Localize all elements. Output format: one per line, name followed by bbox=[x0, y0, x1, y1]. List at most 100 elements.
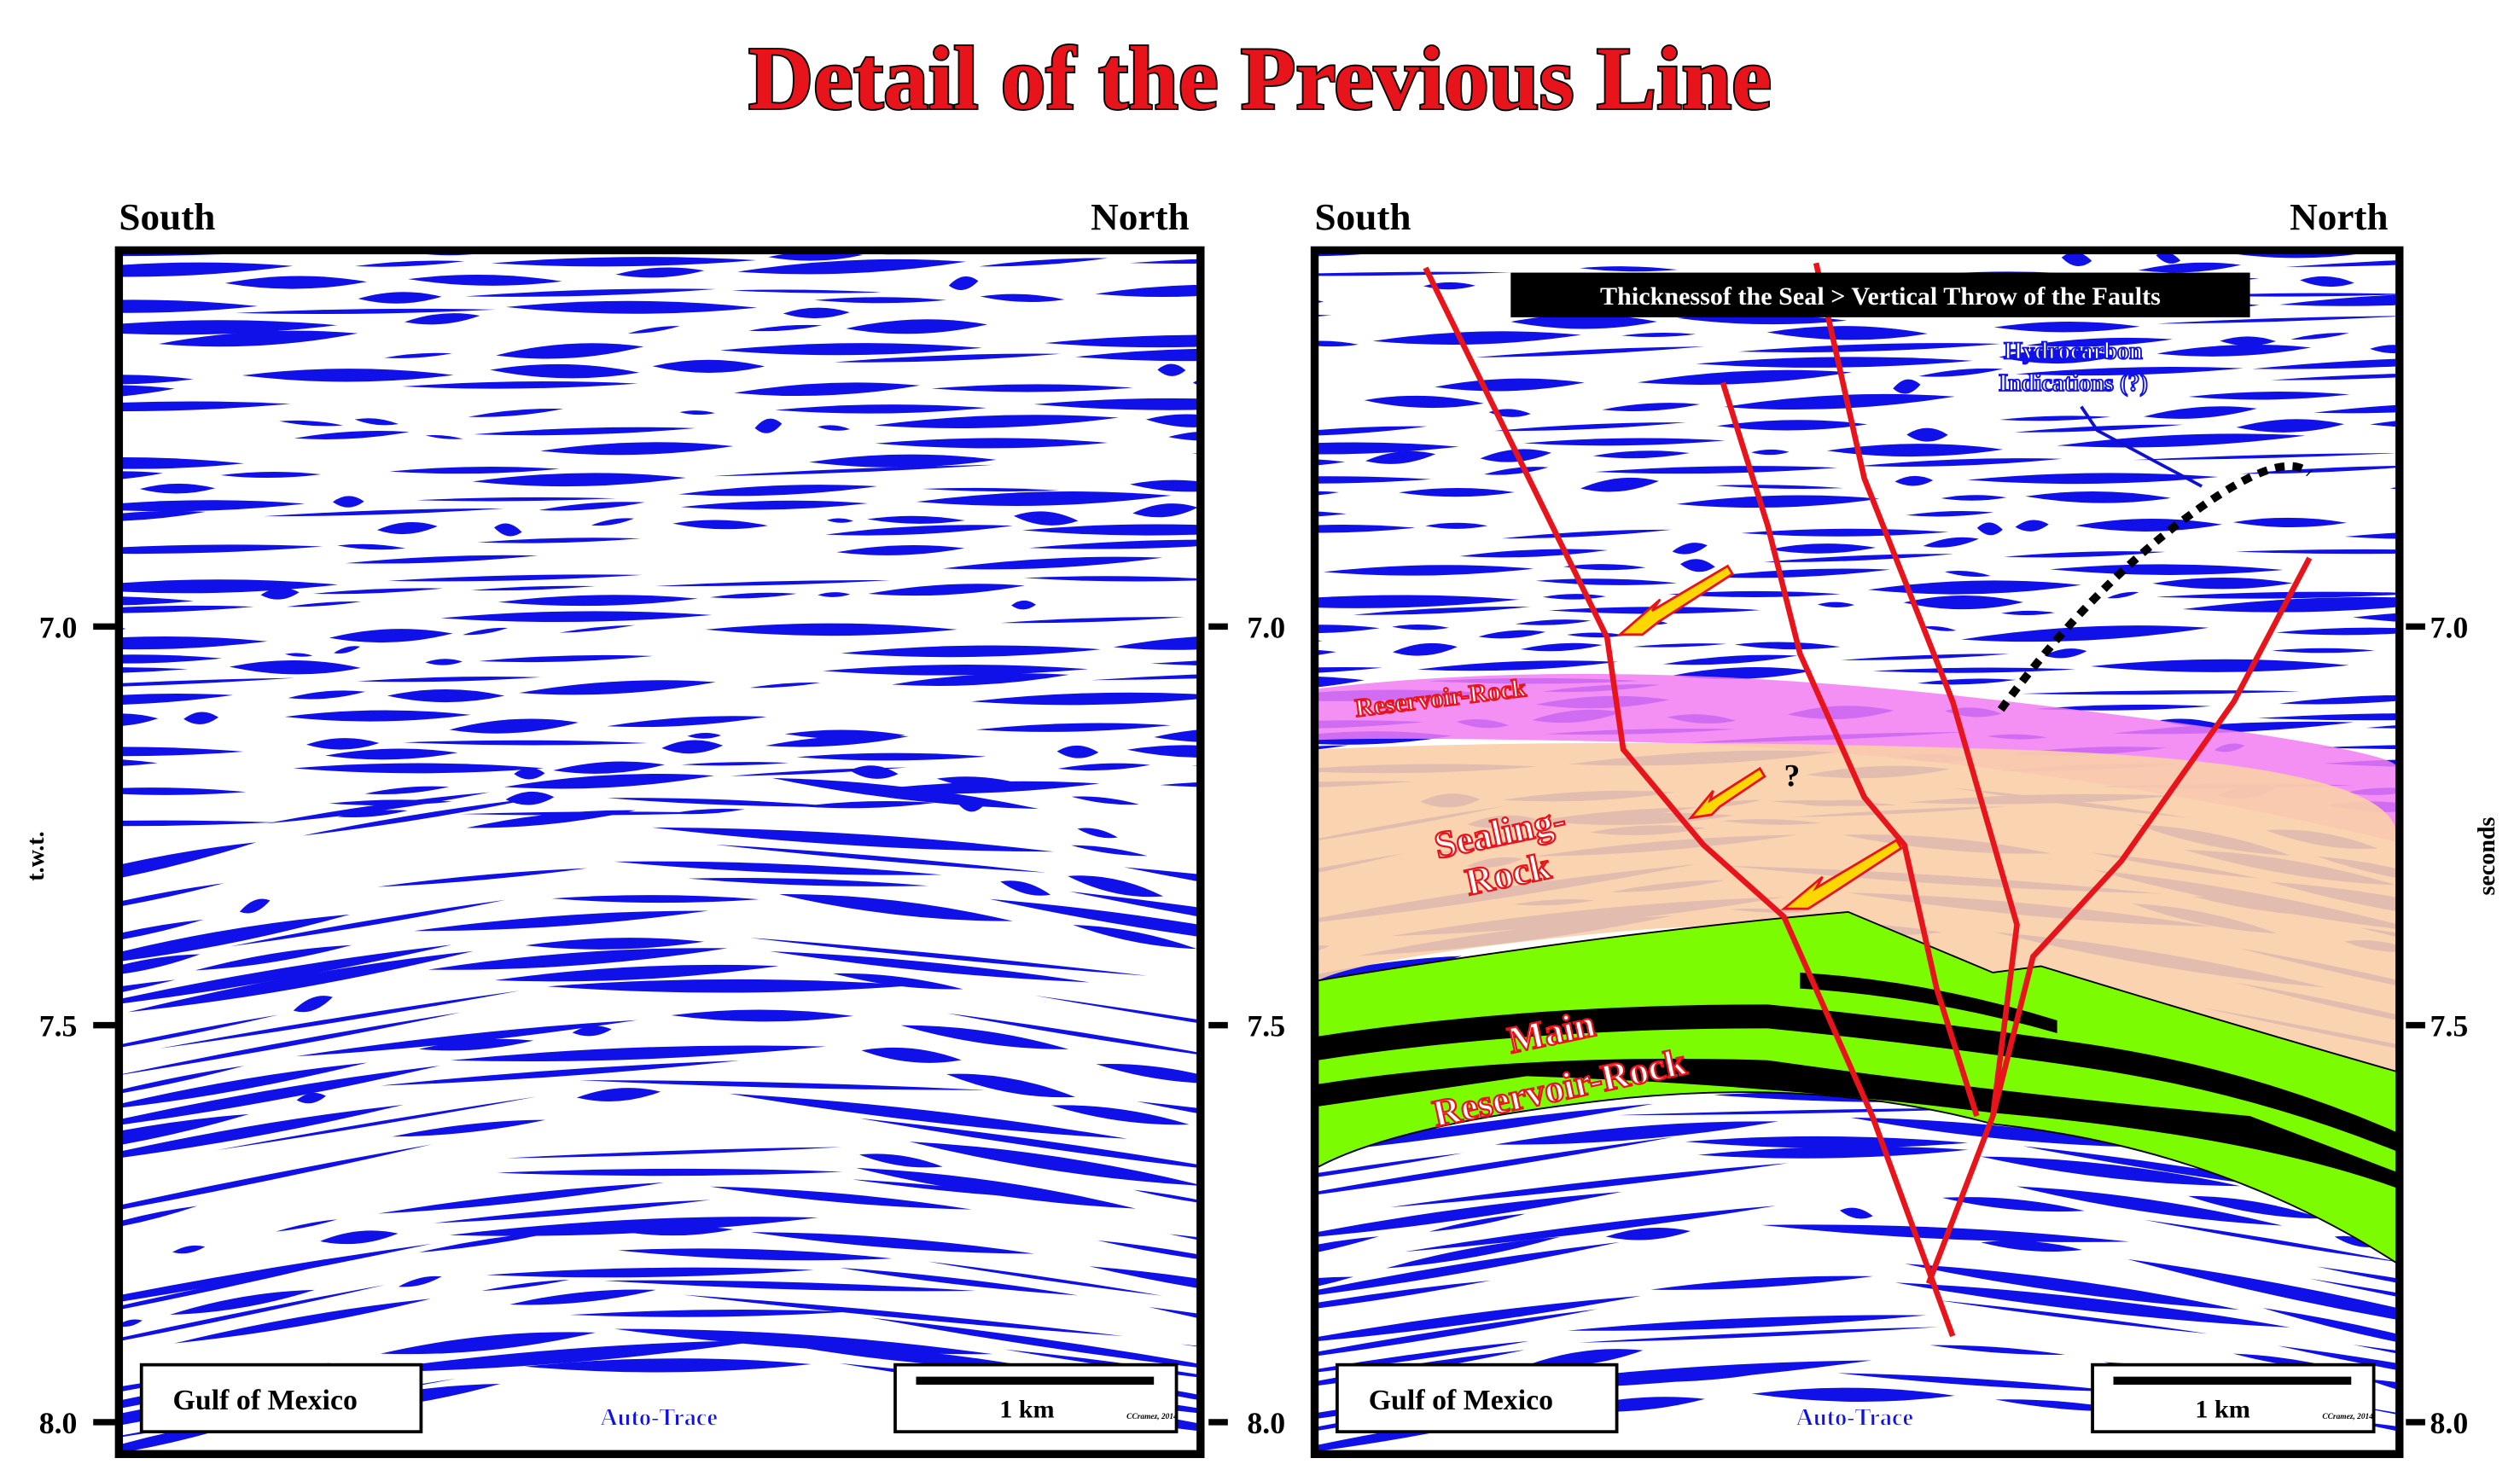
reflector bbox=[1318, 459, 1346, 466]
reflector bbox=[509, 1289, 656, 1305]
reflector bbox=[1961, 625, 2209, 642]
reflector bbox=[1071, 845, 1148, 857]
scale-bar-label: 1 km bbox=[2195, 1395, 2249, 1423]
reflector bbox=[719, 343, 982, 356]
reflector bbox=[49, 342, 92, 354]
reflector bbox=[1386, 1236, 1560, 1269]
reflector bbox=[2159, 718, 2221, 727]
reflector bbox=[354, 260, 465, 267]
reflector bbox=[1095, 284, 1198, 297]
method-label: Auto-Trace bbox=[600, 1405, 717, 1432]
reflector bbox=[2144, 406, 2257, 419]
reflector bbox=[490, 363, 640, 379]
reflector bbox=[122, 1012, 461, 1075]
reflector bbox=[840, 1267, 1079, 1296]
reflector bbox=[1763, 554, 1953, 562]
reflector bbox=[1738, 343, 2001, 352]
reflector bbox=[2016, 1186, 2283, 1226]
reflector bbox=[279, 420, 343, 427]
reflector bbox=[486, 1267, 814, 1278]
reflector bbox=[392, 1119, 546, 1137]
reflector bbox=[425, 434, 463, 439]
reflector bbox=[1129, 479, 1198, 492]
reflector bbox=[1475, 346, 1705, 357]
reflector bbox=[1372, 331, 1581, 346]
reflector bbox=[1579, 1327, 1939, 1343]
reflector bbox=[2044, 648, 2087, 659]
reflector bbox=[1235, 827, 1266, 837]
credit: CCramez, 2014 bbox=[2322, 1413, 2373, 1421]
reflector bbox=[478, 654, 653, 663]
reflector bbox=[1318, 491, 1340, 496]
reflector bbox=[836, 544, 965, 555]
reflector bbox=[729, 1093, 1127, 1139]
reflector bbox=[1999, 415, 2111, 421]
reflector bbox=[1672, 543, 1708, 555]
reflector bbox=[1929, 1345, 2065, 1355]
reflector bbox=[846, 319, 988, 334]
reflector bbox=[1219, 399, 1314, 407]
tick-label: 7.5 bbox=[2430, 1009, 2469, 1043]
reflector bbox=[618, 1248, 893, 1261]
reflector bbox=[768, 253, 863, 261]
reflector bbox=[275, 1219, 338, 1232]
reflector bbox=[868, 584, 1025, 596]
reflector bbox=[122, 320, 338, 335]
reflector bbox=[1435, 378, 1585, 392]
reflector bbox=[122, 919, 204, 940]
reflector bbox=[122, 944, 452, 1004]
reflector bbox=[235, 308, 496, 314]
reflector bbox=[122, 262, 294, 277]
reflector bbox=[354, 418, 399, 426]
reflector bbox=[1542, 594, 1606, 600]
reflector bbox=[1318, 1103, 1654, 1153]
reflector bbox=[1190, 765, 1198, 766]
reflector bbox=[1751, 1387, 1955, 1402]
reflector bbox=[775, 404, 986, 414]
reflector bbox=[195, 944, 352, 971]
reflector bbox=[1826, 444, 2004, 457]
reflector bbox=[875, 438, 1109, 449]
reflector bbox=[472, 473, 686, 487]
reflector bbox=[796, 752, 986, 761]
reflector bbox=[2057, 433, 2306, 448]
reflector bbox=[1868, 580, 2081, 595]
reflector bbox=[493, 523, 522, 537]
reflector bbox=[127, 950, 474, 1013]
reflector bbox=[325, 748, 458, 760]
reflector bbox=[1567, 632, 1627, 638]
reflector bbox=[1894, 1282, 2290, 1328]
reflector bbox=[122, 954, 201, 974]
reflector bbox=[122, 1014, 279, 1048]
reflector bbox=[1318, 1295, 1642, 1342]
reflector bbox=[553, 761, 665, 774]
reflector bbox=[1563, 564, 1646, 571]
reflector bbox=[122, 677, 295, 687]
reflector bbox=[2127, 1258, 2396, 1320]
reflector bbox=[731, 289, 882, 293]
reflector bbox=[2187, 1195, 2323, 1219]
reflector bbox=[2285, 260, 2396, 267]
reflector bbox=[795, 237, 999, 241]
reflector bbox=[1905, 1264, 2239, 1310]
reflector bbox=[1180, 1344, 1198, 1347]
reflector bbox=[579, 1080, 985, 1090]
reflector bbox=[514, 767, 545, 780]
reflector bbox=[174, 1299, 431, 1344]
reflector bbox=[970, 692, 1198, 706]
reflector bbox=[471, 585, 596, 591]
reflector bbox=[651, 827, 1055, 852]
reflector bbox=[833, 973, 963, 990]
reflector bbox=[1011, 600, 1036, 610]
reflector bbox=[1318, 666, 1382, 673]
reflector bbox=[21, 1363, 78, 1378]
tick-label: 8.0 bbox=[1247, 1406, 1285, 1440]
reflector bbox=[1399, 487, 1515, 497]
reflector bbox=[809, 454, 997, 468]
reflector bbox=[306, 738, 380, 750]
reflector bbox=[1318, 1136, 1674, 1195]
reflector bbox=[1318, 1280, 1491, 1309]
reflector bbox=[861, 1047, 962, 1063]
reflector bbox=[1318, 1241, 1620, 1295]
reflector bbox=[1225, 843, 1262, 856]
